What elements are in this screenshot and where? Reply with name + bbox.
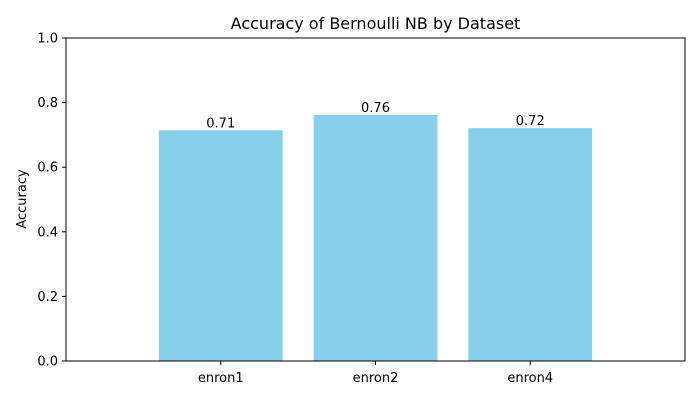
bar-enron1 bbox=[158, 130, 283, 361]
data-label-enron4: 0.72 bbox=[516, 114, 545, 129]
y-axis-label: Accuracy bbox=[15, 169, 30, 229]
x-tick-label-enron4: enron4 bbox=[507, 371, 553, 386]
axes-frame bbox=[65, 37, 686, 362]
y-tick-label: 0.0 bbox=[37, 355, 58, 370]
bar-enron4 bbox=[468, 128, 593, 361]
data-labels: 0.71 0.76 0.72 bbox=[206, 101, 544, 132]
bars bbox=[158, 114, 593, 362]
x-tick-label-enron1: enron1 bbox=[198, 371, 244, 386]
y-tick-label: 0.8 bbox=[37, 96, 58, 111]
y-tick-label: 0.4 bbox=[37, 225, 58, 240]
data-label-enron1: 0.71 bbox=[206, 116, 235, 131]
chart-title: Accuracy of Bernoulli NB by Dataset bbox=[231, 14, 521, 33]
data-label-enron2: 0.76 bbox=[361, 101, 390, 116]
y-axis-ticks: 0.0 0.2 0.4 0.6 0.8 1.0 bbox=[37, 32, 66, 370]
x-axis-ticks: enron1 enron2 enron4 bbox=[198, 361, 553, 386]
y-tick-label: 0.6 bbox=[37, 161, 58, 176]
bar-enron2 bbox=[313, 114, 438, 362]
x-tick-label-enron2: enron2 bbox=[353, 371, 399, 386]
y-tick-label: 1.0 bbox=[37, 32, 58, 47]
plot-frame bbox=[65, 37, 686, 362]
y-tick-label: 0.2 bbox=[37, 290, 58, 305]
